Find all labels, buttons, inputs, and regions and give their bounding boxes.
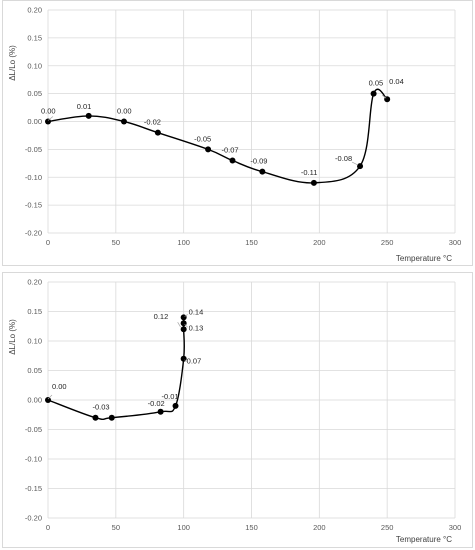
- data-point: [370, 90, 377, 97]
- y-axis-title: ΔL/Lo (%): [8, 45, 17, 81]
- x-tick-label: 250: [381, 523, 394, 532]
- data-label: 0.12: [154, 312, 169, 321]
- data-label-leader: [47, 116, 54, 121]
- data-point: [45, 397, 51, 403]
- y-tick-label: 0.15: [27, 307, 42, 316]
- x-tick-label: 200: [313, 523, 326, 532]
- chart-panel-bottom: 0.20 0.15 0.10 0.05 0.00 -0.05 -0.10 -0.15 -0.20…: [0, 272, 475, 550]
- data-label: -0.05: [194, 134, 211, 143]
- data-point: [180, 326, 187, 333]
- data-point: [172, 402, 179, 409]
- data-point: [45, 118, 51, 125]
- data-label: -0.02: [144, 118, 161, 127]
- x-tick-label: 0: [46, 238, 50, 247]
- y-tick-label: 0.20: [27, 6, 42, 15]
- data-point: [259, 168, 266, 175]
- x-tick-label: 200: [313, 238, 326, 247]
- data-point: [154, 129, 161, 136]
- data-point: [92, 414, 99, 421]
- x-tick-label: 150: [245, 238, 258, 247]
- data-label: 0.00: [52, 382, 67, 391]
- data-label-leader: [184, 324, 188, 328]
- chart-frame: [2, 0, 473, 266]
- x-tick-label: 300: [449, 238, 462, 247]
- data-label: 0.00: [117, 107, 132, 116]
- x-tick-label: 100: [177, 238, 190, 247]
- data-label: 0.14: [189, 307, 204, 316]
- data-label: -0.08: [335, 154, 352, 163]
- x-tick-label: 250: [381, 238, 394, 247]
- data-label: -0.02: [148, 399, 165, 408]
- y-tick-label: 0.05: [27, 89, 42, 98]
- y-tick-label: -0.10: [25, 455, 42, 464]
- data-label: 0.05: [369, 79, 384, 88]
- data-label-leader: [184, 314, 188, 317]
- data-label: 0.07: [187, 357, 202, 366]
- y-tick-label: -0.05: [25, 425, 42, 434]
- x-tick-label: 300: [449, 523, 462, 532]
- y-tick-label: -0.20: [25, 229, 42, 238]
- data-point: [85, 112, 92, 119]
- y-tick-label: 0.10: [27, 337, 42, 346]
- data-label: 0.04: [389, 77, 404, 86]
- y-tick-label: 0.00: [27, 396, 42, 405]
- data-point: [310, 179, 317, 186]
- data-label: -0.11: [301, 168, 318, 177]
- x-tick-label: 50: [112, 523, 120, 532]
- x-axis-title: Temperature °C: [396, 254, 452, 263]
- data-label-leader: [177, 322, 181, 328]
- data-point: [120, 118, 127, 125]
- x-tick-label: 0: [46, 523, 50, 532]
- data-label: -0.03: [92, 403, 109, 412]
- chart-panel-top: 0.20 0.15 0.10 0.05 0.00 -0.05 -0.10 -0.15 -0.20…: [0, 0, 475, 268]
- data-label: 0.01: [77, 102, 92, 111]
- y-tick-label: -0.05: [25, 145, 42, 154]
- x-tick-label: 150: [245, 523, 258, 532]
- data-point: [229, 157, 236, 164]
- data-label: -0.01: [162, 392, 179, 401]
- series-line: [47, 88, 388, 184]
- data-point: [108, 414, 115, 421]
- data-point: [357, 163, 364, 170]
- data-label: -0.09: [250, 157, 267, 166]
- data-label-leader: [351, 161, 359, 166]
- chart-svg-bottom: 0.20 0.15 0.10 0.05 0.00 -0.05 -0.10 -0.15 -0.20…: [8, 278, 462, 545]
- y-tick-label: -0.15: [25, 201, 42, 210]
- data-label: 0.00: [41, 107, 56, 116]
- y-axis-title: ΔL/Lo (%): [8, 319, 17, 355]
- y-tick-label: 0.10: [27, 61, 42, 70]
- y-tick-label: 0.00: [27, 117, 42, 126]
- y-tick-label: 0.15: [27, 33, 42, 42]
- data-label: -0.07: [222, 146, 239, 155]
- y-tick-label: -0.10: [25, 173, 42, 182]
- data-point: [157, 408, 164, 415]
- data-label: 0.13: [189, 323, 204, 332]
- x-tick-label: 50: [112, 238, 120, 247]
- chart-frame: [2, 272, 473, 548]
- x-tick-label: 100: [177, 523, 190, 532]
- data-point: [205, 146, 212, 153]
- x-axis-title: Temperature °C: [396, 535, 452, 544]
- chart-svg-top: 0.20 0.15 0.10 0.05 0.00 -0.05 -0.10 -0.15 -0.20…: [8, 6, 462, 264]
- data-label-leader: [184, 359, 187, 362]
- y-tick-label: -0.20: [25, 514, 42, 523]
- data-label-leader: [381, 94, 387, 99]
- data-label-leader: [47, 394, 53, 400]
- y-tick-label: 0.20: [27, 278, 42, 287]
- y-tick-label: 0.05: [27, 366, 42, 375]
- y-tick-label: -0.15: [25, 484, 42, 493]
